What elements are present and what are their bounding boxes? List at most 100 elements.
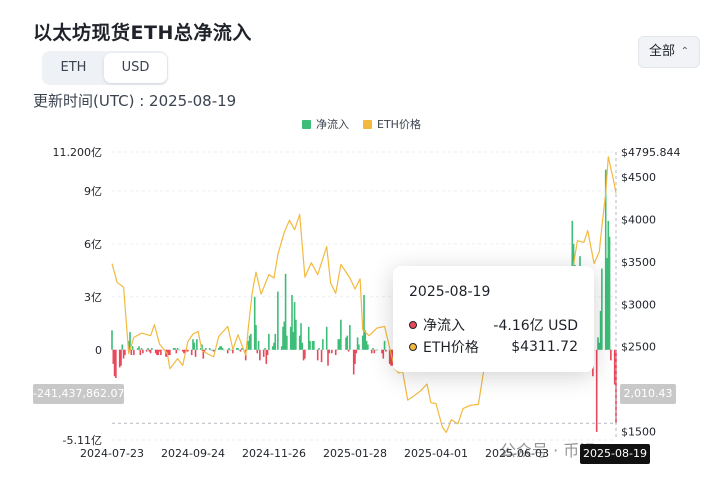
inflow-bar [382, 349, 385, 359]
unit-toggle: ETH USD [42, 51, 168, 85]
inflow-bar [289, 326, 292, 350]
inflow-bar [111, 330, 113, 350]
inflow-bar [365, 340, 368, 350]
unit-option-usd[interactable]: USD [104, 53, 167, 83]
y-right-tick-label: $4500 [621, 171, 656, 184]
inflow-bar [192, 339, 194, 350]
crosshair-left-value: -241,437,862.07 [33, 384, 124, 404]
tooltip-dot-price [409, 343, 417, 351]
inflow-bar [147, 348, 149, 350]
inflow-bar [268, 333, 270, 350]
inflow-bar [334, 349, 337, 356]
inflow-bar [246, 349, 248, 351]
legend-item-price[interactable]: ETH价格 [363, 116, 421, 132]
inflow-bar [595, 349, 598, 432]
inflow-bar [599, 310, 602, 350]
crosshair-date: 2025-08-19 [580, 444, 650, 464]
inflow-bar [165, 349, 167, 357]
inflow-bar [202, 349, 205, 359]
inflow-bar [253, 296, 256, 350]
inflow-bar [608, 236, 611, 350]
inflow-bar [349, 325, 351, 350]
chevron-updown-icon: ⌃ [680, 46, 689, 57]
inflow-bar [331, 349, 333, 354]
inflow-bar [156, 349, 158, 356]
inflow-bar [320, 349, 323, 363]
inflow-bar [283, 321, 286, 350]
inflow-bar [256, 349, 259, 354]
inflow-bar [277, 291, 279, 350]
y-right-tick-label: $3500 [621, 256, 656, 269]
inflow-bar [293, 302, 296, 350]
legend-item-inflow[interactable]: 净流入 [302, 116, 349, 132]
inflow-bar [174, 348, 176, 350]
inflow-bar [210, 349, 212, 351]
y-right-tick-label: $4000 [621, 213, 656, 226]
inflow-bar [140, 348, 143, 350]
inflow-bar [347, 349, 350, 352]
inflow-bar [221, 348, 224, 350]
inflow-bar [148, 349, 151, 352]
tooltip-date: 2025-08-19 [409, 284, 491, 300]
inflow-bar [367, 344, 369, 350]
inflow-bar [266, 349, 269, 356]
inflow-bar [129, 332, 131, 350]
watermark: 公众号 · 币记 [500, 441, 596, 460]
inflow-bar [232, 349, 234, 354]
inflow-bar [597, 337, 599, 350]
inflow-bar [149, 349, 152, 354]
inflow-bar [336, 349, 338, 351]
tooltip-value-inflow: -4.16亿 USD [493, 318, 578, 334]
legend-label-price: ETH价格 [377, 118, 421, 131]
inflow-bar [264, 348, 266, 350]
range-select[interactable]: 全部 ⌃ [638, 36, 700, 68]
inflow-bar [361, 335, 364, 350]
inflow-bar [356, 337, 359, 350]
inflow-bar [230, 349, 233, 351]
inflow-bar [157, 349, 160, 356]
inflow-bar [241, 348, 243, 350]
inflow-bar [199, 348, 202, 350]
inflow-bar [271, 346, 274, 350]
y-left-tick-label: 11.200亿 [53, 146, 103, 159]
inflow-bar [274, 333, 277, 350]
inflow-bar [176, 348, 179, 350]
inflow-bar [385, 349, 387, 352]
inflow-bar [120, 349, 122, 366]
inflow-bar [390, 349, 392, 366]
inflow-bar [601, 268, 603, 350]
inflow-bar [325, 326, 328, 350]
unit-option-eth[interactable]: ETH [60, 60, 87, 75]
inflow-bar [212, 349, 215, 352]
inflow-bar [327, 349, 329, 366]
inflow-bar [248, 335, 251, 350]
inflow-bar [208, 348, 211, 350]
inflow-bar [151, 348, 153, 350]
inflow-bar [239, 349, 242, 352]
y-right-tick-label: $4795.844 [621, 146, 681, 159]
inflow-bar [364, 330, 367, 350]
inflow-bar [118, 349, 121, 368]
inflow-bar [131, 346, 134, 350]
inflow-bar [265, 349, 268, 364]
tooltip-label-price: ETH价格 [423, 340, 479, 356]
inflow-bar [211, 349, 214, 351]
inflow-bar [181, 349, 184, 352]
inflow-bar [307, 326, 310, 350]
x-tick-label: 2024-07-23 [80, 447, 144, 460]
inflow-bar [607, 220, 610, 350]
inflow-bar [262, 349, 265, 357]
chart-legend: 净流入 ETH价格 [302, 116, 421, 132]
inflow-bar [139, 349, 142, 356]
inflow-bar [300, 323, 302, 350]
inflow-bar [124, 349, 126, 356]
inflow-bar [374, 349, 377, 351]
inflow-bar [158, 349, 161, 352]
inflow-bar [286, 335, 288, 350]
inflow-bar [282, 326, 284, 350]
inflow-bar [345, 337, 347, 350]
inflow-bar [142, 349, 144, 354]
inflow-bar [255, 325, 257, 350]
inflow-bar [169, 349, 171, 356]
